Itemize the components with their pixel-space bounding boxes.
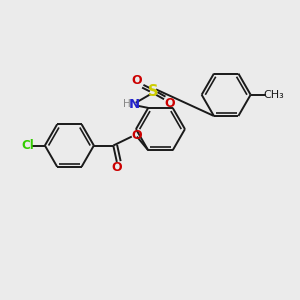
Text: O: O bbox=[112, 161, 122, 174]
Text: H: H bbox=[123, 99, 131, 109]
Text: N: N bbox=[129, 98, 140, 111]
Text: O: O bbox=[131, 74, 142, 87]
Text: S: S bbox=[148, 84, 159, 99]
Text: CH₃: CH₃ bbox=[263, 90, 284, 100]
Text: Cl: Cl bbox=[21, 139, 34, 152]
Text: O: O bbox=[131, 130, 142, 142]
Text: O: O bbox=[164, 97, 175, 110]
